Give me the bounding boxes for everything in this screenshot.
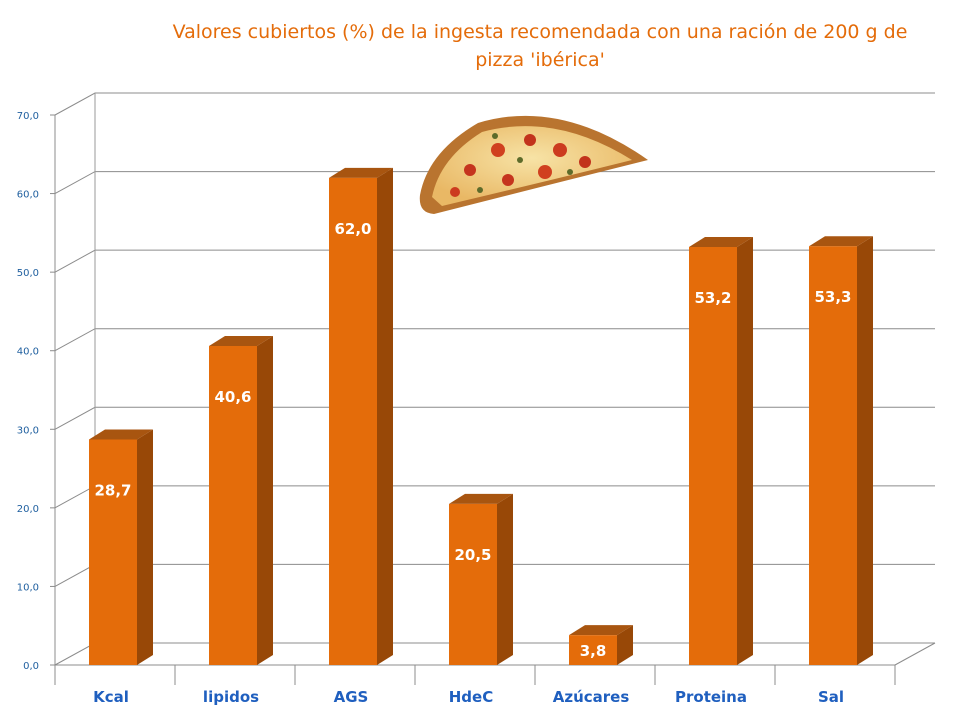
y-tick-labels: 0,0 10,0 20,0 30,0 40,0 50,0 60,0 70,0 xyxy=(17,111,39,672)
bar-top xyxy=(329,167,393,178)
y-tick-label: 10,0 xyxy=(17,582,39,593)
y-tick-label: 60,0 xyxy=(17,190,39,201)
x-tick-label: AGS xyxy=(334,688,369,706)
data-label: 53,3 xyxy=(814,288,851,306)
bar-top xyxy=(209,336,273,346)
bar-side xyxy=(257,336,273,665)
bar-side xyxy=(857,236,873,665)
x-tick-label: Kcal xyxy=(93,688,129,706)
x-tick-labels: Kcal lipidos AGS HdeC Azúcares Proteina Sal xyxy=(93,688,844,706)
y-tick-label: 20,0 xyxy=(17,504,39,515)
bar-side xyxy=(737,237,753,665)
y-tick-label: 50,0 xyxy=(17,268,39,279)
bar-front xyxy=(689,247,737,665)
bar-front xyxy=(209,346,257,665)
bar-side xyxy=(617,625,633,665)
bars: 28,7 40,6 62,0 20,5 3,8 53,2 53,3 xyxy=(89,167,873,665)
bar-3: 20,5 xyxy=(449,493,513,665)
x-tick-label: lipidos xyxy=(203,688,259,706)
bar-front xyxy=(449,503,497,665)
y-tick-label: 70,0 xyxy=(17,111,39,122)
floor-side-edge xyxy=(894,642,936,666)
bar-top xyxy=(809,236,873,247)
bar-front xyxy=(569,635,617,665)
data-label: 20,5 xyxy=(454,546,491,564)
bar-5: 53,2 xyxy=(689,237,753,665)
bar-front xyxy=(89,439,137,665)
bar-front xyxy=(329,177,377,665)
pizza-slice-icon xyxy=(419,115,648,214)
x-tick-label: HdeC xyxy=(449,688,493,706)
x-tick-label: Sal xyxy=(818,688,844,706)
grid-line xyxy=(54,249,935,273)
y-tick-label: 0,0 xyxy=(23,661,39,672)
bar-2: 62,0 xyxy=(329,167,393,665)
bar-top xyxy=(89,429,153,440)
data-label: 62,0 xyxy=(334,220,371,238)
y-tick-label: 40,0 xyxy=(17,347,39,358)
bar-1: 40,6 xyxy=(209,336,273,665)
chart-title: Valores cubiertos (%) de la ingesta reco… xyxy=(172,21,908,71)
data-label: 3,8 xyxy=(580,642,607,660)
x-tick-label: Azúcares xyxy=(553,688,630,706)
grid-line xyxy=(54,406,935,430)
bar-top xyxy=(689,237,753,247)
grid-line xyxy=(54,328,935,352)
bar-side xyxy=(137,429,153,665)
grid-line xyxy=(54,92,935,116)
bar-top xyxy=(449,493,513,504)
bar-front xyxy=(809,246,857,665)
y-tick-label: 30,0 xyxy=(17,425,39,436)
bar-0: 28,7 xyxy=(89,429,153,665)
bar-side xyxy=(497,493,513,665)
bar-top xyxy=(569,625,633,636)
bar-4: 3,8 xyxy=(569,625,633,665)
bar-side xyxy=(377,167,393,665)
bar-6: 53,3 xyxy=(809,236,873,665)
x-tick-label: Proteina xyxy=(675,688,747,706)
data-label: 28,7 xyxy=(94,482,131,500)
data-label: 40,6 xyxy=(214,388,251,406)
data-label: 53,2 xyxy=(694,289,731,307)
